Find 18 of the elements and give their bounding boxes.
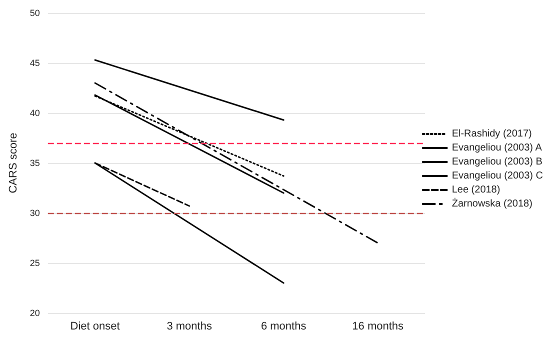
legend-label: Lee (2018) xyxy=(452,184,500,196)
x-tick-label: Diet onset xyxy=(70,320,120,332)
y-axis-title: CARS score xyxy=(8,132,20,194)
y-tick-label: 40 xyxy=(30,108,40,118)
y-tick-label: 45 xyxy=(30,58,40,68)
legend-label: Evangeliou (2003) C xyxy=(452,170,544,182)
y-tick-label: 50 xyxy=(30,8,40,18)
legend-label: El-Rashidy (2017) xyxy=(452,128,532,140)
legend-label: Evangeliou (2003) A xyxy=(452,142,542,154)
y-tick-label: 25 xyxy=(30,258,40,268)
y-tick-label: 35 xyxy=(30,158,40,168)
x-tick-label: 3 months xyxy=(166,320,212,332)
x-tick-label: 6 months xyxy=(260,320,307,332)
x-tick-label: 16 months xyxy=(352,320,404,332)
y-tick-label: 30 xyxy=(30,208,40,218)
legend-label: Evangeliou (2003) B xyxy=(452,156,543,168)
legend-label: Żarnowska (2018) xyxy=(452,198,532,210)
y-tick-label: 20 xyxy=(30,308,40,318)
